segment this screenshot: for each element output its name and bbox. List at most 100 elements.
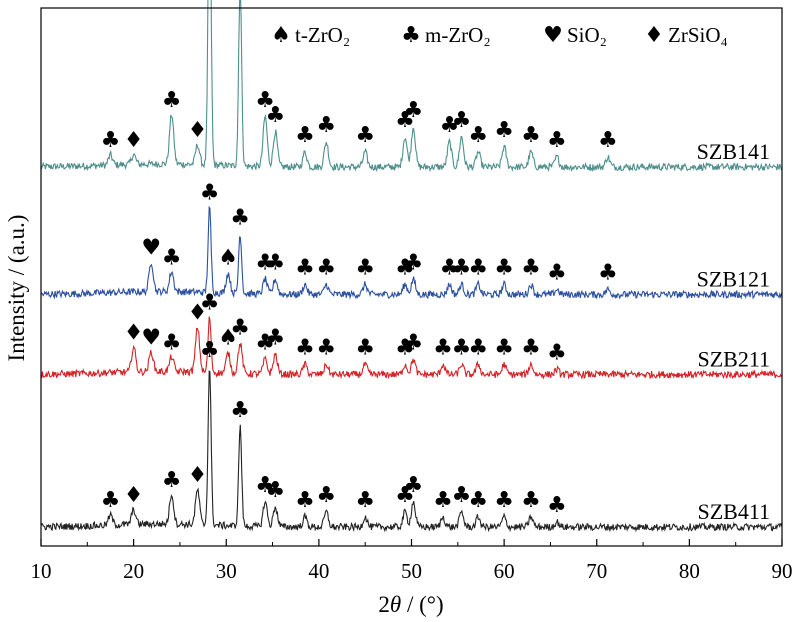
legend-label: SiO₂ xyxy=(567,23,607,47)
phase-marker-m: ♣ xyxy=(547,341,567,366)
phase-marker-t: ♠ xyxy=(218,246,238,271)
phase-marker-m: ♣ xyxy=(395,108,415,133)
phase-marker-m: ♣ xyxy=(521,336,541,361)
phase-marker-z: ♦ xyxy=(124,483,144,508)
phase-marker-m: ♣ xyxy=(265,478,285,503)
phase-marker-m: ♣ xyxy=(403,473,423,498)
sample-label: SZB211 xyxy=(697,347,770,372)
x-tick-label: 40 xyxy=(308,559,329,583)
phase-marker-m: ♣ xyxy=(521,256,541,281)
phase-marker-m: ♣ xyxy=(494,118,514,143)
sample-label: SZB411 xyxy=(697,499,770,524)
phase-marker-m: ♣ xyxy=(295,256,315,281)
phase-marker-m: ♣ xyxy=(452,256,472,281)
phase-marker-z: ♦ xyxy=(188,463,208,488)
phase-marker-m: ♣ xyxy=(200,291,220,316)
phase-marker-z: ♦ xyxy=(124,128,144,153)
phase-marker-m: ♣ xyxy=(494,488,514,513)
legend-symbol: ♠ xyxy=(271,23,291,48)
phase-marker-m: ♣ xyxy=(355,336,375,361)
phase-marker-m: ♣ xyxy=(403,98,423,123)
phase-marker-z: ♦ xyxy=(188,118,208,143)
legend-label: ZrSiO₄ xyxy=(668,23,728,47)
phase-marker-m: ♣ xyxy=(295,123,315,148)
x-tick-label: 50 xyxy=(401,559,422,583)
phase-marker-m: ♣ xyxy=(355,256,375,281)
phase-marker-m: ♣ xyxy=(295,336,315,361)
phase-marker-m: ♣ xyxy=(403,331,423,356)
phase-marker-m: ♣ xyxy=(316,483,336,508)
legend: ♠ t-ZrO₂ ♣ m-ZrO₂ ♥ SiO₂ ♦ ZrSiO₄ xyxy=(271,23,728,48)
phase-markers: ♣♦♣♦♣♣♣♣♣♣♣♣♣♣♣♣♣♣♣♣♥♣♣♠♣♣♣♣♣♣♣♣♣♣♣♣♣♣♣♦… xyxy=(101,88,618,518)
phase-marker-m: ♣ xyxy=(547,493,567,518)
x-axis-ticks: 10 20 30 40 50 60 70 80 90 xyxy=(31,539,793,583)
phase-marker-m: ♣ xyxy=(200,181,220,206)
pattern-curves xyxy=(40,0,783,533)
phase-marker-m: ♣ xyxy=(255,88,275,113)
legend-label: m-ZrO₂ xyxy=(425,23,491,47)
x-tick-label: 60 xyxy=(494,559,515,583)
phase-marker-m: ♣ xyxy=(230,316,250,341)
phase-marker-m: ♣ xyxy=(395,256,415,281)
phase-marker-m: ♣ xyxy=(316,256,336,281)
phase-marker-m: ♣ xyxy=(547,261,567,286)
phase-marker-m: ♣ xyxy=(403,251,423,276)
phase-marker-m: ♣ xyxy=(395,483,415,508)
phase-marker-m: ♣ xyxy=(440,113,460,138)
phase-marker-m: ♣ xyxy=(255,251,275,276)
phase-marker-m: ♣ xyxy=(101,128,121,153)
phase-marker-m: ♣ xyxy=(255,331,275,356)
pattern-szb121 xyxy=(40,205,783,300)
legend-item: ♣ m-ZrO₂ xyxy=(401,23,491,48)
legend-symbol: ♣ xyxy=(401,23,421,48)
legend-label: t-ZrO₂ xyxy=(295,23,350,47)
phase-marker-m: ♣ xyxy=(452,336,472,361)
x-tick-label: 90 xyxy=(772,559,793,583)
legend-item: ♦ ZrSiO₄ xyxy=(644,23,728,48)
pattern-szb411 xyxy=(40,370,783,533)
phase-marker-m: ♣ xyxy=(265,103,285,128)
phase-marker-m: ♣ xyxy=(355,123,375,148)
phase-marker-m: ♣ xyxy=(316,336,336,361)
phase-marker-m: ♣ xyxy=(395,336,415,361)
phase-marker-m: ♣ xyxy=(316,113,336,138)
x-tick-label: 10 xyxy=(31,559,52,583)
phase-marker-m: ♣ xyxy=(230,206,250,231)
y-axis-title: Intensity / (a.u.) xyxy=(4,215,29,362)
phase-marker-m: ♣ xyxy=(598,128,618,153)
x-tick-label: 70 xyxy=(586,559,607,583)
phase-marker-z: ♦ xyxy=(188,301,208,326)
phase-marker-z: ♦ xyxy=(124,321,144,346)
phase-marker-m: ♣ xyxy=(162,468,182,493)
x-tick-label: 80 xyxy=(679,559,700,583)
pattern-szb141 xyxy=(40,0,783,173)
phase-marker-m: ♣ xyxy=(433,488,453,513)
phase-marker-m: ♣ xyxy=(162,88,182,113)
phase-marker-t: ♠ xyxy=(218,326,238,351)
sample-labels: SZB141 SZB121 SZB211 SZB411 xyxy=(697,139,770,524)
x-tick-label: 20 xyxy=(123,559,144,583)
phase-marker-s: ♥ xyxy=(141,236,161,261)
phase-marker-m: ♣ xyxy=(521,488,541,513)
phase-marker-m: ♣ xyxy=(433,336,453,361)
legend-item: ♥ SiO₂ xyxy=(543,23,607,48)
phase-marker-m: ♣ xyxy=(101,488,121,513)
legend-symbol: ♥ xyxy=(543,23,563,48)
x-axis-title: 2θ / (°) xyxy=(378,592,443,617)
phase-marker-m: ♣ xyxy=(598,261,618,286)
phase-marker-m: ♣ xyxy=(162,331,182,356)
phase-marker-m: ♣ xyxy=(162,246,182,271)
phase-marker-m: ♣ xyxy=(440,256,460,281)
legend-symbol: ♦ xyxy=(644,23,664,48)
sample-label: SZB141 xyxy=(697,139,770,164)
phase-marker-m: ♣ xyxy=(452,108,472,133)
phase-marker-m: ♣ xyxy=(265,251,285,276)
phase-marker-m: ♣ xyxy=(265,326,285,351)
phase-marker-m: ♣ xyxy=(468,256,488,281)
phase-marker-m: ♣ xyxy=(255,473,275,498)
phase-marker-m: ♣ xyxy=(468,488,488,513)
x-tick-label: 30 xyxy=(216,559,237,583)
phase-marker-m: ♣ xyxy=(547,128,567,153)
phase-marker-m: ♣ xyxy=(452,483,472,508)
